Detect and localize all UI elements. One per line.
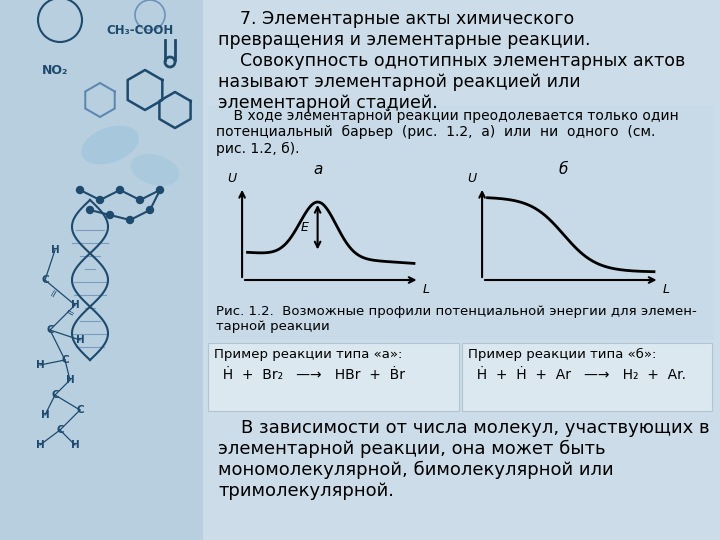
Text: U: U (228, 172, 237, 185)
Text: H: H (40, 410, 50, 420)
Ellipse shape (130, 154, 179, 186)
Bar (0, 0, 203, 540)
Text: а: а (313, 162, 323, 177)
Circle shape (117, 186, 124, 193)
Circle shape (76, 186, 84, 193)
Text: C: C (46, 325, 54, 335)
Circle shape (86, 206, 94, 213)
Text: Совокупность однотипных элементарных актов
называют элементарной реакцией или
эл: Совокупность однотипных элементарных акт… (218, 52, 685, 112)
Text: H: H (35, 360, 45, 370)
Bar (208, 343, 459, 411)
Circle shape (156, 186, 163, 193)
Circle shape (146, 206, 153, 213)
Text: =: = (48, 286, 61, 299)
Text: Пример реакции типа «б»:: Пример реакции типа «б»: (468, 348, 657, 361)
Text: NO₂: NO₂ (42, 64, 68, 77)
Text: CH₃-COOH: CH₃-COOH (107, 24, 174, 37)
Text: H: H (76, 335, 84, 345)
Text: Пример реакции типа «а»:: Пример реакции типа «а»: (214, 348, 402, 361)
Text: б: б (559, 162, 568, 177)
Text: H: H (35, 440, 45, 450)
Circle shape (127, 217, 133, 224)
Text: C: C (61, 355, 69, 365)
Bar (208, 105, 714, 340)
Text: C: C (76, 405, 84, 415)
Text: L: L (663, 283, 670, 296)
Circle shape (96, 197, 104, 204)
Text: C: C (56, 425, 64, 435)
Text: H: H (50, 245, 59, 255)
Text: H: H (71, 440, 79, 450)
Text: Ḣ  +  Br₂   —→   HBr  +  Ḃr: Ḣ + Br₂ —→ HBr + Ḃr (214, 368, 405, 382)
Text: H: H (71, 300, 79, 310)
Text: 7. Элементарные акты химического
превращения и элементарные реакции.: 7. Элементарные акты химического превращ… (218, 10, 590, 49)
Text: В зависимости от числа молекул, участвующих в
элементарной реакции, она может бы: В зависимости от числа молекул, участвую… (218, 419, 710, 500)
Circle shape (107, 212, 114, 219)
Text: =: = (63, 307, 76, 320)
Text: H: H (66, 375, 74, 385)
Text: E: E (301, 221, 309, 234)
Text: C: C (51, 390, 59, 400)
Text: C: C (41, 275, 49, 285)
Text: Ḣ  +  Ḣ  +  Ar   —→   H₂  +  Ar.: Ḣ + Ḣ + Ar —→ H₂ + Ar. (468, 368, 686, 382)
Text: Рис. 1.2.  Возможные профили потенциальной энергии для элемен-
тарной реакции: Рис. 1.2. Возможные профили потенциально… (216, 305, 697, 333)
Text: L: L (423, 283, 430, 296)
Bar (203, 0, 720, 540)
Circle shape (137, 197, 143, 204)
Bar (462, 343, 712, 411)
Ellipse shape (81, 126, 139, 164)
Text: В ходе элементарной реакции преодолевается только один
потенциальный  барьер  (р: В ходе элементарной реакции преодолевает… (216, 109, 679, 156)
Text: U: U (467, 172, 477, 185)
